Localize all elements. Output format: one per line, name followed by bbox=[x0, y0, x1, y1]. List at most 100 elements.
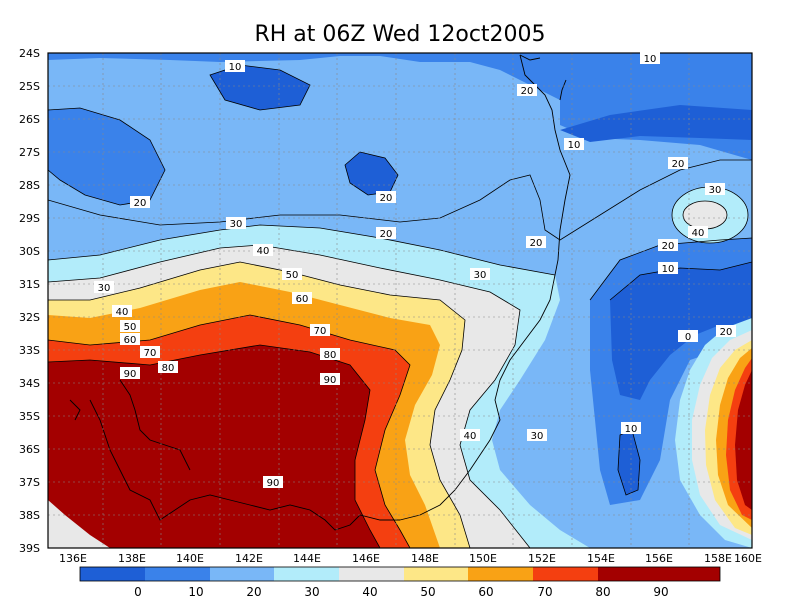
svg-text:40: 40 bbox=[692, 228, 705, 239]
svg-text:10: 10 bbox=[625, 424, 638, 435]
lat-tick: 33S bbox=[19, 344, 40, 357]
lon-ticks: 136E 138E 140E 142E 144E 146E 148E 150E … bbox=[59, 552, 762, 565]
lon-tick: 150E bbox=[469, 552, 497, 565]
rh-field bbox=[48, 53, 752, 548]
lon-tick: 160E bbox=[734, 552, 762, 565]
contour-label: 10 bbox=[658, 262, 678, 275]
contour-label: 80 bbox=[158, 361, 178, 374]
lon-tick: 136E bbox=[59, 552, 87, 565]
colorbar-swatch bbox=[598, 567, 720, 581]
lat-ticks: 24S 25S 26S 27S 28S 29S 30S 31S 32S 33S … bbox=[19, 47, 40, 555]
contour-label: 90 bbox=[120, 367, 140, 380]
rh-band-40-50-southwest bbox=[48, 500, 110, 548]
svg-text:20: 20 bbox=[672, 159, 685, 170]
rh-lobe-80-90-east bbox=[735, 370, 752, 510]
colorbar: 0 10 20 30 40 50 60 70 80 90 bbox=[79, 566, 721, 599]
svg-text:70: 70 bbox=[314, 326, 327, 337]
lon-tick: 138E bbox=[118, 552, 146, 565]
contour-label: 30 bbox=[705, 183, 725, 196]
contour-label: 20 bbox=[517, 84, 537, 97]
colorbar-label: 30 bbox=[304, 585, 319, 599]
lat-tick: 28S bbox=[19, 179, 40, 192]
contour-label: 20 bbox=[716, 325, 736, 338]
lat-tick: 25S bbox=[19, 80, 40, 93]
colorbar-label: 20 bbox=[246, 585, 261, 599]
contour-label: 10 bbox=[640, 52, 660, 65]
svg-text:20: 20 bbox=[521, 86, 534, 97]
coastline bbox=[69, 54, 571, 531]
lon-tick: 148E bbox=[411, 552, 439, 565]
rh-lobe-10-20-west bbox=[48, 108, 165, 205]
svg-text:80: 80 bbox=[162, 363, 175, 374]
map-title: RH at 06Z Wed 12oct2005 bbox=[254, 22, 545, 47]
contour-label: 60 bbox=[120, 333, 140, 346]
colorbar-swatch bbox=[274, 567, 339, 581]
svg-text:20: 20 bbox=[380, 193, 393, 204]
lon-tick: 156E bbox=[645, 552, 673, 565]
lat-tick: 30S bbox=[19, 245, 40, 258]
lon-tick: 144E bbox=[293, 552, 321, 565]
lat-tick: 29S bbox=[19, 212, 40, 225]
svg-text:10: 10 bbox=[644, 54, 657, 65]
svg-text:20: 20 bbox=[380, 229, 393, 240]
lon-tick: 146E bbox=[352, 552, 380, 565]
svg-text:30: 30 bbox=[474, 270, 487, 281]
colorbar-swatch bbox=[533, 567, 598, 581]
contour-label: 30 bbox=[527, 429, 547, 442]
contour-label: 10 bbox=[225, 60, 245, 73]
contour-label: 30 bbox=[94, 281, 114, 294]
rh-ring-40-50 bbox=[683, 201, 727, 229]
svg-text:0: 0 bbox=[685, 332, 691, 343]
rh-blob-0-10-center bbox=[345, 152, 398, 195]
svg-text:40: 40 bbox=[464, 431, 477, 442]
rh-blob-0-10-south bbox=[618, 430, 640, 495]
colorbar-swatch bbox=[404, 567, 468, 581]
svg-text:30: 30 bbox=[709, 185, 722, 196]
contour-label: 70 bbox=[140, 346, 160, 359]
contour-label: 40 bbox=[253, 244, 273, 257]
colorbar-label: 80 bbox=[595, 585, 610, 599]
lon-tick: 142E bbox=[235, 552, 263, 565]
colorbar-label: 50 bbox=[420, 585, 435, 599]
svg-text:20: 20 bbox=[134, 198, 147, 209]
colorbar-swatch bbox=[339, 567, 404, 581]
contour-label: 40 bbox=[460, 429, 480, 442]
colorbar-label: 60 bbox=[478, 585, 493, 599]
svg-text:30: 30 bbox=[531, 431, 544, 442]
svg-text:10: 10 bbox=[662, 264, 675, 275]
contour-label: 30 bbox=[470, 268, 490, 281]
contour-label: 50 bbox=[120, 320, 140, 333]
lon-tick: 158E bbox=[704, 552, 732, 565]
lat-tick: 26S bbox=[19, 113, 40, 126]
map-frame bbox=[47, 52, 753, 549]
lat-tick: 34S bbox=[19, 377, 40, 390]
contour-label: 20 bbox=[668, 157, 688, 170]
contour-label: 20 bbox=[658, 239, 678, 252]
gridlines bbox=[48, 53, 752, 548]
contour-label: 90 bbox=[320, 373, 340, 386]
lat-tick: 35S bbox=[19, 410, 40, 423]
colorbar-swatch bbox=[80, 567, 145, 581]
svg-text:80: 80 bbox=[324, 350, 337, 361]
rh-band-0-10-northeast bbox=[560, 105, 752, 142]
colorbar-frame bbox=[79, 566, 721, 582]
contour-label: 20 bbox=[376, 191, 396, 204]
svg-text:90: 90 bbox=[324, 375, 337, 386]
lat-tick: 31S bbox=[19, 278, 40, 291]
contour-label: 50 bbox=[282, 268, 302, 281]
svg-text:30: 30 bbox=[230, 219, 243, 230]
colorbar-swatch bbox=[145, 567, 210, 581]
svg-text:60: 60 bbox=[124, 335, 137, 346]
contour-labels: 10 20 10 10 20 20 20 30 20 20 30 40 20 1… bbox=[94, 52, 736, 489]
contour-label: 90 bbox=[263, 476, 283, 489]
svg-text:30: 30 bbox=[98, 283, 111, 294]
contour-label: 10 bbox=[621, 422, 641, 435]
svg-text:50: 50 bbox=[124, 322, 137, 333]
colorbar-label: 40 bbox=[362, 585, 377, 599]
svg-text:90: 90 bbox=[267, 478, 280, 489]
lat-tick: 39S bbox=[19, 542, 40, 555]
lat-tick: 36S bbox=[19, 443, 40, 456]
svg-text:40: 40 bbox=[116, 307, 129, 318]
svg-text:40: 40 bbox=[257, 246, 270, 257]
svg-text:90: 90 bbox=[124, 369, 137, 380]
